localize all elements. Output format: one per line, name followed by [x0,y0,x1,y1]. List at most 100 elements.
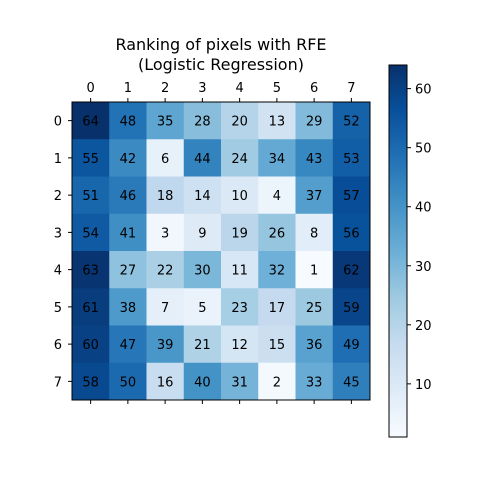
heatmap-cell [109,139,147,177]
cell-value-label: 2 [273,375,281,390]
colorbar-frame [388,64,408,438]
cell-value-label: 28 [194,115,211,130]
cell-value-label: 55 [82,152,99,167]
cell-value-label: 4 [273,189,281,204]
heatmap-cell [295,176,334,215]
heatmap-cell [109,213,147,252]
heatmap-cell [183,251,222,289]
colorbar: 10 20 30 40 50 60 [388,64,432,438]
heatmap-cell [146,251,185,289]
heatmap-cell [332,288,371,326]
y-tick-label: 0 [54,115,62,130]
x-tick-label: 0 [86,81,94,96]
y-tick-label: 2 [54,189,62,204]
heatmap-cell [146,288,185,326]
heatmap-cell [72,102,110,140]
cell-value-label: 47 [120,338,137,353]
plot-frame [71,101,371,401]
heatmap-cell [146,139,185,177]
cell-value-label: 32 [269,264,286,279]
heatmap-cell [72,176,110,215]
chart-title-line-1: Ranking of pixels with RFE [115,35,326,54]
heatmap-cell [146,325,185,364]
cell-value-label: 8 [310,226,318,241]
x-tick-label: 3 [198,81,206,96]
cell-value-label: 16 [157,375,174,390]
cell-value-label: 63 [82,264,99,279]
cell-value-label: 60 [82,338,99,353]
colorbar-tick-label: 20 [415,319,432,334]
colorbar-gradient [389,65,407,437]
cell-value-label: 31 [231,375,248,390]
cell-value-label: 61 [82,301,99,316]
cell-value-label: 39 [157,338,174,353]
heatmap-cell [295,102,334,140]
cell-value-label: 30 [194,264,211,279]
heatmap-cell [332,139,371,177]
heatmap-cell [183,213,222,252]
heatmap-cell [258,362,296,401]
colorbar-tick-label: 50 [415,142,432,157]
cell-value-label: 13 [269,115,286,130]
cell-value-label: 48 [120,115,137,130]
cell-value-label: 20 [231,115,248,130]
cell-value-label: 22 [157,264,174,279]
cell-value-label: 19 [231,226,248,241]
cell-value-label: 36 [306,338,323,353]
y-tick-label: 1 [54,152,62,167]
cell-value-label: 44 [194,152,211,167]
cell-value-label: 43 [306,152,323,167]
cell-value-label: 9 [198,226,206,241]
x-tick-label: 1 [124,81,132,96]
heatmap-cell [221,362,259,401]
y-axis: 0 1 2 3 4 5 6 7 [54,115,72,390]
heatmap-cell [109,288,147,326]
heatmap-cell [183,139,222,177]
heatmap-cell [72,251,110,289]
cell-value-label: 27 [120,264,137,279]
y-tick-label: 6 [54,338,62,353]
colorbar-tick-label: 10 [415,378,432,393]
cell-value-label: 17 [269,301,286,316]
cell-value-label: 42 [120,152,137,167]
heatmap-cell [258,102,296,140]
heatmap-cell [332,325,371,364]
heatmap-cell [221,288,259,326]
heatmap-cell [295,251,334,289]
cell-value-label: 49 [343,338,360,353]
heatmap-cell [332,362,371,401]
cell-value-label: 59 [343,301,360,316]
heatmap-cell [332,102,371,140]
cell-value-label: 25 [306,301,323,316]
cell-value-label: 1 [310,264,318,279]
cell-value-label: 12 [231,338,248,353]
cell-value-label: 10 [231,189,248,204]
cell-value-label: 29 [306,115,323,130]
heatmap-cell [109,325,147,364]
heatmap-cell [183,362,222,401]
heatmap-cell [72,362,110,401]
heatmap-cell [221,176,259,215]
heatmap-cell [332,251,371,289]
heatmap-cell [183,288,222,326]
heatmap-cell [258,288,296,326]
cell-value-label: 57 [343,189,360,204]
heatmap-cell [258,251,296,289]
heatmap-cell [258,139,296,177]
heatmap-cell [146,362,185,401]
cell-value-label: 7 [161,301,169,316]
heatmap-cell [183,102,222,140]
y-tick-label: 4 [54,264,62,279]
cell-value-label: 62 [343,264,360,279]
heatmap-cells [72,102,371,401]
heatmap-cell [146,176,185,215]
heatmap-cell [295,288,334,326]
y-tick-label: 7 [54,375,62,390]
heatmap-cell [146,102,185,140]
heatmap-cell [332,176,371,215]
y-tick-label: 3 [54,226,62,241]
heatmap-cell [183,325,222,364]
heatmap-cell [332,213,371,252]
x-tick-label: 5 [273,81,281,96]
